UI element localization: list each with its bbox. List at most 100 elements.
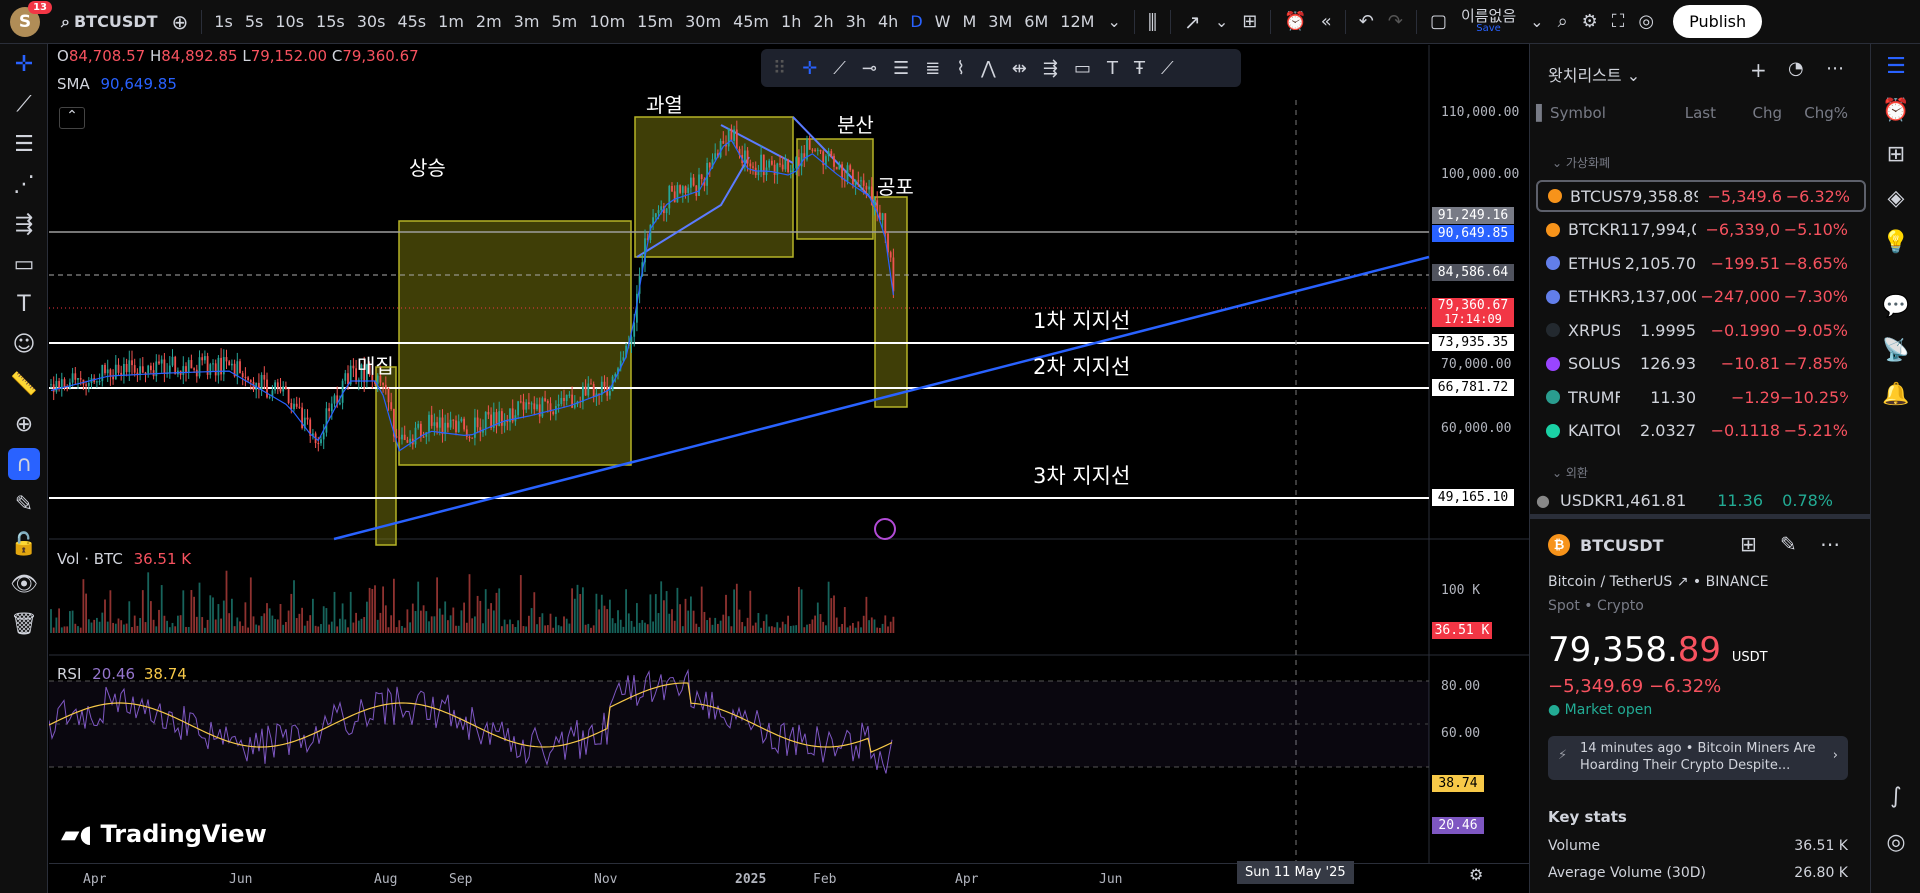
interval-6M[interactable]: 6M xyxy=(1024,12,1049,31)
drag-handle-icon[interactable]: ⠿ xyxy=(773,57,787,79)
user-avatar[interactable]: S 13 xyxy=(10,0,52,37)
list-item[interactable]: ● USDKR 1,461.81 11.36 0.78% xyxy=(1536,490,1866,510)
text-note-icon[interactable]: Ŧ xyxy=(1133,57,1145,79)
channel-icon[interactable]: ☰ xyxy=(892,57,910,79)
list-item[interactable]: TRUMF 11.30 −1.29 −10.25% xyxy=(1536,381,1866,413)
interval-M[interactable]: M xyxy=(962,12,977,31)
rsi-legend[interactable]: RSI 20.46 38.74 xyxy=(57,665,187,683)
interval-3m[interactable]: 3m xyxy=(513,12,540,31)
col-chgpct[interactable]: Chg% xyxy=(1804,104,1848,122)
symbol-search[interactable]: ⌕ BTCUSDT xyxy=(54,0,165,44)
chevron-down-icon[interactable]: ⌄ xyxy=(1107,12,1121,31)
indicators-icon[interactable]: ↗ xyxy=(1184,9,1201,34)
sma-legend[interactable]: SMA 90,649.85 xyxy=(57,75,177,93)
brush-icon[interactable]: ⟋ xyxy=(1160,57,1174,79)
line-icon[interactable]: ⟋ xyxy=(833,57,846,79)
interval-W[interactable]: W xyxy=(934,12,951,31)
emoji-icon[interactable]: ☺ xyxy=(12,331,36,357)
hline-icon[interactable]: ⊸ xyxy=(861,57,877,79)
shapes-icon[interactable]: ▭ xyxy=(13,251,35,277)
list-item[interactable]: BTCKR 117,994,0 −6,339,0 −5.10% xyxy=(1536,214,1866,246)
pattern-icon[interactable]: ⋀ xyxy=(981,57,996,79)
interval-10s[interactable]: 10s xyxy=(275,12,305,31)
alerts-icon[interactable]: ⏰ xyxy=(1882,97,1910,123)
quick-search-icon[interactable]: ⌕ xyxy=(1557,11,1568,32)
interval-1m[interactable]: 1m xyxy=(438,12,464,31)
interval-12M[interactable]: 12M xyxy=(1060,12,1095,31)
chat-icon[interactable]: 💬 xyxy=(1882,293,1910,319)
layout-name-button[interactable]: 이름없음 Save xyxy=(1454,0,1523,44)
grid-icon[interactable]: ⊞ xyxy=(1740,532,1757,556)
interval-1h[interactable]: 1h xyxy=(781,12,802,31)
interval-4h[interactable]: 4h xyxy=(878,12,899,31)
settings-icon[interactable]: ⚙ xyxy=(1469,865,1484,884)
signal-icon[interactable]: 📡 xyxy=(1882,337,1910,363)
col-last[interactable]: Last xyxy=(1684,104,1716,122)
ruler-icon[interactable]: 📏 xyxy=(10,371,38,397)
redo-icon[interactable]: ↷ xyxy=(1387,11,1403,32)
zoom-icon[interactable]: ⊕ xyxy=(14,411,34,437)
pair-name[interactable]: Bitcoin / TetherUS xyxy=(1548,574,1673,590)
help-icon[interactable]: ◎ xyxy=(1886,829,1906,855)
exchange[interactable]: BINANCE xyxy=(1705,574,1769,590)
chevron-down-icon[interactable]: ⌄ xyxy=(1530,12,1544,31)
cross-icon[interactable]: ✛ xyxy=(802,57,818,79)
collapse-legend-button[interactable]: ⌃ xyxy=(59,107,85,129)
ideas-icon[interactable]: 💡 xyxy=(1882,229,1910,255)
interval-2m[interactable]: 2m xyxy=(475,12,502,31)
pattern-icon[interactable]: ⋰ xyxy=(13,171,35,197)
interval-5m[interactable]: 5m xyxy=(551,12,578,31)
key-stats-heading[interactable]: Key stats xyxy=(1548,808,1627,826)
rect-icon[interactable]: ▭ xyxy=(1073,57,1091,79)
eye-icon[interactable]: 👁 xyxy=(10,571,38,597)
fib-icon[interactable]: ≣ xyxy=(925,57,941,79)
section-crypto[interactable]: ⌄ 가상화폐 xyxy=(1552,154,1610,171)
interval-3h[interactable]: 3h xyxy=(845,12,866,31)
list-item[interactable]: SOLUS 126.93 −10.81 −7.85% xyxy=(1536,348,1866,380)
interval-1s[interactable]: 1s xyxy=(214,12,233,31)
news-item[interactable]: ⚡ 14 minutes ago • Bitcoin Miners Are Ho… xyxy=(1548,736,1848,780)
forecast-icon[interactable]: ⇶ xyxy=(14,211,34,237)
publish-button[interactable]: Publish xyxy=(1673,5,1763,38)
add-symbol-button[interactable]: ⊕ xyxy=(171,9,189,34)
volume-legend[interactable]: Vol · BTC 36.51 K xyxy=(57,550,191,568)
interval-45s[interactable]: 45s xyxy=(397,12,427,31)
notifications-icon[interactable]: 🔔 xyxy=(1882,381,1910,407)
interval-2h[interactable]: 2h xyxy=(813,12,834,31)
projection-icon[interactable]: ⇶ xyxy=(1042,57,1058,79)
crosshair-icon[interactable]: ✛ xyxy=(14,51,34,77)
detail-symbol[interactable]: ₿ BTCUSDT xyxy=(1548,534,1664,556)
list-item[interactable]: ETHUS 2,105.70 −199.51 −8.65% xyxy=(1536,247,1866,279)
col-chg[interactable]: Chg xyxy=(1752,104,1782,122)
templates-icon[interactable]: ⊞ xyxy=(1242,11,1258,32)
fullscreen-icon[interactable]: ⛶ xyxy=(1611,11,1625,32)
magnet-icon[interactable]: ∩ xyxy=(0,444,48,484)
interval-30s[interactable]: 30s xyxy=(356,12,386,31)
interval-3M[interactable]: 3M xyxy=(988,12,1013,31)
add-symbol-icon[interactable]: + xyxy=(1750,58,1767,82)
list-item[interactable]: KAITOU 2.0327 −0.1118 −5.21% xyxy=(1536,415,1866,447)
col-symbol[interactable]: Symbol xyxy=(1550,104,1606,122)
external-link-icon[interactable]: ↗ xyxy=(1676,574,1689,590)
draw-mode-icon[interactable]: ✎ xyxy=(14,491,34,517)
watchlist-icon[interactable]: ☰ xyxy=(1886,53,1906,79)
more-icon[interactable]: ⋯ xyxy=(1826,58,1844,79)
more-icon[interactable]: ⋯ xyxy=(1820,532,1840,556)
layers-icon[interactable]: ◈ xyxy=(1887,185,1905,211)
advanced-view-icon[interactable]: ◔ xyxy=(1788,58,1804,79)
camera-icon[interactable]: ◎ xyxy=(1638,11,1655,32)
interval-45m[interactable]: 45m xyxy=(733,12,770,31)
interval-15s[interactable]: 15s xyxy=(316,12,345,31)
candles-icon[interactable]: ⫼ xyxy=(1147,9,1158,34)
fib-icon[interactable]: ☰ xyxy=(14,131,34,157)
list-item[interactable]: ETHKR 3,137,000 −247,000 −7.30% xyxy=(1536,281,1866,313)
interval-5s[interactable]: 5s xyxy=(244,12,264,31)
trash-icon[interactable]: 🗑 xyxy=(10,611,38,637)
text-icon[interactable]: T xyxy=(1106,57,1118,79)
trendline-icon[interactable]: ⟋ xyxy=(16,91,32,117)
watchlist-title[interactable]: 왓치리스트 ⌄ xyxy=(1548,62,1640,86)
alert-icon[interactable]: ⏰ xyxy=(1284,11,1307,32)
range-icon[interactable]: ⇹ xyxy=(1011,57,1027,79)
settings-icon[interactable]: ⚙ xyxy=(1581,11,1598,32)
time-axis[interactable]: Apr Jun Aug Sep Nov 2025 Feb Apr Jun xyxy=(49,863,1529,893)
